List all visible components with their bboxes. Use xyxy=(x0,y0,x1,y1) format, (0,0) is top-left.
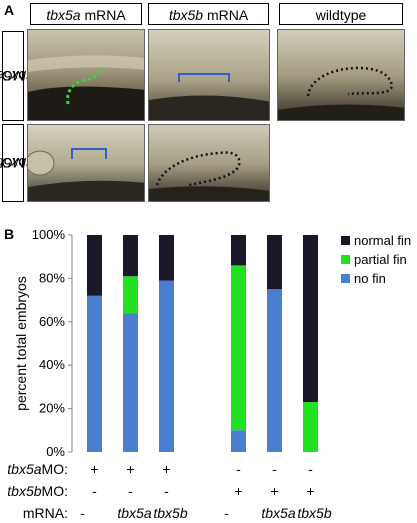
tbx5a-mo-sign: - xyxy=(236,461,241,477)
mrna-value: - xyxy=(80,505,85,521)
mrna-value: - xyxy=(224,505,229,521)
bar-segment-no-fin xyxy=(87,295,102,452)
bar-segment-partial-fin xyxy=(123,276,138,314)
tbx5b-mo-sign: - xyxy=(164,483,169,499)
bar-segment-no-fin xyxy=(159,280,174,452)
y-tick-label: 100% xyxy=(32,227,66,242)
tbx5b-mo-sign: + xyxy=(270,483,278,499)
row-header-suffix: MO xyxy=(1,68,25,84)
column-header-gene: tbx5a xyxy=(46,7,81,23)
panel-b-letter: B xyxy=(4,226,15,242)
micrograph-tbx5a-mo-tbx5b-mrna xyxy=(148,29,270,121)
tbx5b-mo-sign: + xyxy=(306,483,314,499)
bar-segment-normal-fin xyxy=(303,235,318,403)
bar-segment-normal-fin xyxy=(267,235,282,290)
column-header-wildtype: wildtype xyxy=(279,3,403,25)
column-header-tbx5a-mrna: tbx5a mRNA xyxy=(30,3,142,25)
stacked-bar-chart: 0% 20% 40% 60% 80% 100% percent total embryos n… xyxy=(7,227,411,521)
column-header-suffix: mRNA xyxy=(203,7,249,23)
row-label-tbx5a-mo: tbx5aMO: xyxy=(7,461,68,477)
tbx5a-mo-sign: + xyxy=(90,461,98,477)
tbx5a-mo-sign: + xyxy=(162,461,170,477)
legend-swatch-no-fin xyxy=(341,274,350,283)
bar-segment-no-fin xyxy=(231,430,246,452)
row-header-suffix: MO xyxy=(1,155,25,171)
y-tick-label: 60% xyxy=(39,314,65,329)
column-header-gene: tbx5b xyxy=(168,7,204,23)
tbx5a-mo-sign: + xyxy=(126,461,134,477)
legend-swatch-normal-fin xyxy=(341,236,350,245)
mrna-value: tbx5a xyxy=(261,505,295,521)
row-header-tbx5a-mo: tbx5a MO xyxy=(0,31,30,121)
micrograph-tbx5a-mo-tbx5a-mrna xyxy=(27,29,145,121)
y-axis-label: percent total embryos xyxy=(13,276,29,411)
micrograph-tbx5b-mo-tbx5a-mrna xyxy=(27,124,145,202)
tbx5a-mo-sign: - xyxy=(308,461,313,477)
bar-segment-normal-fin xyxy=(231,235,246,266)
bar-segment-partial-fin xyxy=(231,265,246,431)
tbx5b-mo-sign: - xyxy=(128,483,133,499)
legend-label: normal fin xyxy=(354,233,411,248)
bar-segment-normal-fin xyxy=(159,235,174,281)
tbx5a-mo-sign: - xyxy=(272,461,277,477)
bar-segment-no-fin xyxy=(267,289,282,452)
legend-label: no fin xyxy=(354,271,386,286)
y-tick-label: 20% xyxy=(39,401,65,416)
legend-swatch-partial-fin xyxy=(341,255,350,264)
mrna-value: tbx5a xyxy=(117,505,151,521)
mrna-value: tbx5b xyxy=(153,505,187,521)
row-label-mrna: mRNA: xyxy=(23,505,68,521)
row-label-tbx5b-mo: tbx5bMO: xyxy=(7,483,68,499)
panel-a-letter: A xyxy=(4,2,15,18)
y-tick-label: 0% xyxy=(46,444,65,459)
micrograph-tbx5b-mo-tbx5b-mrna xyxy=(148,124,270,202)
y-tick-label: 80% xyxy=(39,270,65,285)
tbx5b-mo-sign: + xyxy=(234,483,242,499)
micrograph-wildtype xyxy=(277,29,405,121)
row-header-tbx5b-mo: tbx5b MO xyxy=(0,124,30,202)
bar-segment-no-fin xyxy=(123,313,138,452)
tbx5b-mo-sign: - xyxy=(92,483,97,499)
y-tick-label: 40% xyxy=(39,357,65,372)
bar-segment-normal-fin xyxy=(87,235,102,296)
column-header-tbx5b-mrna: tbx5b mRNA xyxy=(148,3,269,25)
column-header-label: wildtype xyxy=(315,7,367,23)
legend-label: partial fin xyxy=(354,252,407,267)
column-header-suffix: mRNA xyxy=(80,7,126,23)
mrna-value: tbx5b xyxy=(297,505,331,521)
bar-segment-normal-fin xyxy=(123,235,138,277)
bar-segment-partial-fin xyxy=(303,402,318,452)
